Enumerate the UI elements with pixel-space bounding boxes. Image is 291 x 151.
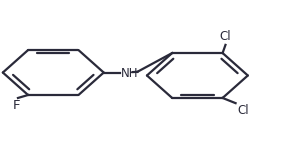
- Text: Cl: Cl: [220, 30, 231, 43]
- Text: Cl: Cl: [237, 104, 249, 117]
- Text: F: F: [13, 99, 20, 112]
- Text: NH: NH: [121, 67, 139, 80]
